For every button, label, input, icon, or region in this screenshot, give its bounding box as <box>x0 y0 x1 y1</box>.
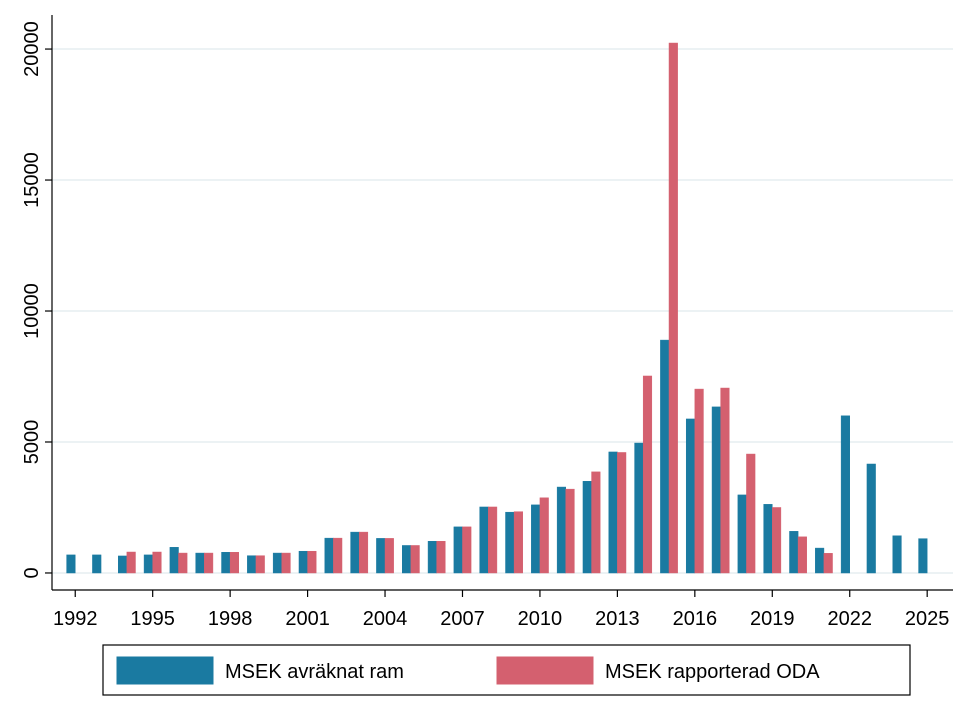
bar <box>298 550 308 574</box>
bar <box>815 547 825 574</box>
y-tick-label: 20000 <box>21 21 43 77</box>
bar <box>513 511 523 574</box>
bar <box>453 526 463 574</box>
legend-label: MSEK rapporterad ODA <box>605 661 820 683</box>
bar <box>92 554 102 574</box>
bar <box>333 537 343 574</box>
x-tick-label: 2013 <box>595 608 640 630</box>
bar <box>582 481 592 574</box>
bar <box>350 531 360 574</box>
bar <box>281 552 291 574</box>
bar <box>126 551 136 574</box>
bar <box>556 486 567 574</box>
x-tick-label: 2004 <box>363 608 408 630</box>
bar <box>195 552 205 574</box>
bar <box>711 406 721 574</box>
legend-swatch <box>116 656 214 685</box>
bar <box>66 554 76 574</box>
bar <box>272 552 283 574</box>
bar <box>221 552 231 574</box>
bar <box>118 555 128 574</box>
bar <box>642 375 653 574</box>
bar <box>763 504 773 574</box>
bar <box>685 418 696 574</box>
bar <box>866 463 876 574</box>
x-tick-label: 2007 <box>440 608 485 630</box>
x-tick-label: 2010 <box>518 608 563 630</box>
bar <box>797 536 807 574</box>
bar <box>376 538 386 574</box>
x-tick-label: 1998 <box>208 608 253 630</box>
bar <box>247 555 257 574</box>
bar <box>427 541 437 574</box>
bar <box>436 541 446 574</box>
bar <box>694 388 704 574</box>
bar <box>565 488 575 574</box>
bar <box>402 545 412 574</box>
bar <box>531 504 541 574</box>
bar <box>488 506 498 574</box>
x-tick-label: 1992 <box>53 608 98 630</box>
bar <box>660 339 670 574</box>
y-tick-label: 0 <box>21 567 43 578</box>
bar <box>229 552 239 574</box>
bar <box>617 452 627 574</box>
bar <box>668 42 678 574</box>
bar <box>204 552 214 574</box>
bar <box>634 442 644 574</box>
bar <box>255 555 265 574</box>
x-tick-label: 2016 <box>673 608 718 630</box>
bar <box>384 538 394 574</box>
bar <box>143 554 153 574</box>
bar <box>591 471 601 574</box>
bar <box>789 531 799 574</box>
bar <box>505 511 515 574</box>
x-tick-label: 2022 <box>827 608 872 630</box>
y-tick-label: 15000 <box>21 152 43 208</box>
bar <box>720 387 730 574</box>
bar <box>169 547 179 574</box>
bar <box>918 538 928 574</box>
bar <box>152 551 162 574</box>
bar <box>358 531 369 574</box>
bar <box>840 415 850 574</box>
legend-label: MSEK avräknat ram <box>225 661 404 683</box>
y-tick-label: 10000 <box>21 283 43 339</box>
x-tick-label: 2001 <box>285 608 330 630</box>
bar <box>324 537 334 574</box>
bar <box>462 526 472 574</box>
x-tick-label: 2019 <box>750 608 795 630</box>
bar <box>608 451 618 574</box>
bar <box>772 507 782 574</box>
x-tick-label: 1995 <box>130 608 175 630</box>
bar <box>539 497 549 574</box>
bar <box>746 453 756 574</box>
bar <box>479 506 489 574</box>
bar <box>737 494 747 574</box>
bar <box>410 545 420 574</box>
legend-swatch <box>496 656 594 685</box>
y-tick-label: 5000 <box>21 420 43 465</box>
x-tick-label: 2025 <box>905 608 950 630</box>
bar <box>178 552 188 574</box>
bar <box>892 535 902 574</box>
bar <box>307 550 317 574</box>
bar <box>823 553 833 574</box>
